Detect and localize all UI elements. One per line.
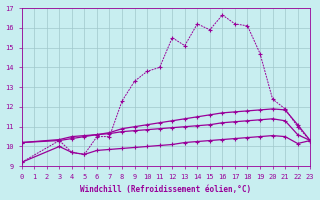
- X-axis label: Windchill (Refroidissement éolien,°C): Windchill (Refroidissement éolien,°C): [80, 185, 252, 194]
